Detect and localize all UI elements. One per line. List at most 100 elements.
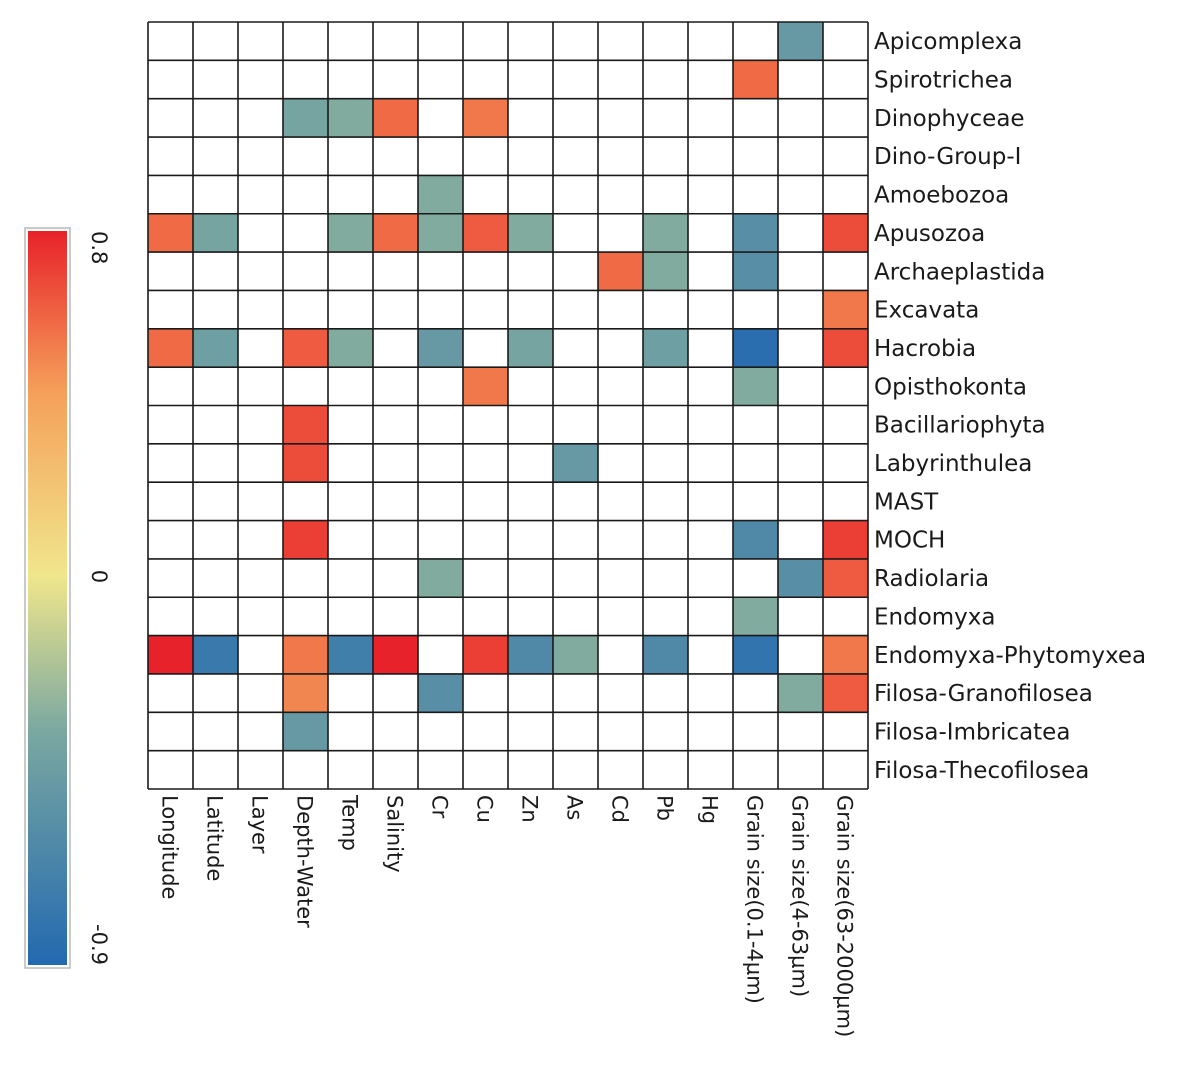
heatmap-cell bbox=[643, 98, 688, 138]
heatmap-cell bbox=[283, 558, 328, 598]
heatmap-cell bbox=[508, 750, 553, 789]
heatmap-cell bbox=[283, 367, 328, 406]
heatmap-cell bbox=[598, 22, 643, 61]
heatmap-cell bbox=[598, 213, 643, 253]
heatmap-cell bbox=[688, 597, 733, 636]
heatmap-cell bbox=[688, 252, 733, 291]
heatmap-cell bbox=[148, 98, 193, 138]
heatmap-cell bbox=[328, 597, 373, 636]
colorbar: 0.8 0 -0.9 bbox=[24, 227, 111, 969]
heatmap-cell bbox=[508, 673, 553, 713]
heatmap-cell bbox=[643, 482, 688, 521]
heatmap-cell bbox=[373, 213, 418, 253]
heatmap-cell bbox=[733, 137, 778, 176]
heatmap-cell bbox=[643, 443, 688, 483]
heatmap-cell bbox=[328, 175, 373, 214]
heatmap-cell bbox=[148, 22, 193, 61]
heatmap-cell bbox=[193, 98, 238, 138]
heatmap-cell bbox=[823, 175, 868, 214]
heatmap-cell bbox=[598, 750, 643, 789]
heatmap-cell bbox=[688, 290, 733, 329]
heatmap-cell bbox=[373, 22, 418, 61]
column-label: Layer bbox=[248, 795, 272, 854]
column-label: Grain size(4-63μm) bbox=[788, 795, 812, 997]
heatmap-cell bbox=[283, 443, 328, 483]
heatmap-cell bbox=[328, 252, 373, 291]
heatmap-cell bbox=[418, 22, 463, 61]
heatmap-cell bbox=[463, 367, 508, 406]
heatmap-cell bbox=[328, 712, 373, 751]
heatmap-cell bbox=[418, 558, 463, 598]
heatmap-cell bbox=[598, 290, 643, 329]
heatmap-cell bbox=[373, 673, 418, 713]
heatmap-cell bbox=[463, 750, 508, 789]
heatmap-cell bbox=[373, 597, 418, 636]
heatmap-cell bbox=[238, 98, 283, 138]
column-label: Grain size(0.1-4μm) bbox=[743, 795, 767, 1004]
heatmap-cell bbox=[508, 712, 553, 751]
heatmap-cell bbox=[508, 213, 553, 253]
heatmap-cell bbox=[418, 213, 463, 253]
heatmap-cell bbox=[643, 597, 688, 636]
colorbar-tick-label: 0 bbox=[87, 570, 111, 583]
heatmap-cell bbox=[148, 213, 193, 253]
heatmap-cell bbox=[823, 443, 868, 483]
heatmap-cell bbox=[418, 405, 463, 444]
heatmap-cell bbox=[823, 328, 868, 368]
heatmap-cell bbox=[553, 60, 598, 99]
heatmap-cell bbox=[148, 175, 193, 214]
heatmap-cell bbox=[463, 712, 508, 751]
heatmap-cell bbox=[778, 328, 823, 368]
heatmap-cell bbox=[463, 22, 508, 61]
heatmap-cell bbox=[508, 520, 553, 559]
row-label: Amoebozoa bbox=[874, 183, 1009, 209]
heatmap-cell bbox=[463, 213, 508, 253]
heatmap-cell bbox=[508, 635, 553, 674]
heatmap-cell bbox=[688, 482, 733, 521]
row-label: Spirotrichea bbox=[874, 68, 1013, 94]
heatmap-cell bbox=[148, 597, 193, 636]
heatmap-cell bbox=[283, 175, 328, 214]
heatmap-cell bbox=[688, 673, 733, 713]
heatmap-cell bbox=[373, 137, 418, 176]
heatmap-cell bbox=[328, 137, 373, 176]
heatmap-cell bbox=[598, 597, 643, 636]
heatmap-cell bbox=[283, 635, 328, 674]
heatmap-cell bbox=[553, 673, 598, 713]
heatmap-cell bbox=[193, 712, 238, 751]
heatmap-cell bbox=[463, 175, 508, 214]
heatmap-cell bbox=[373, 328, 418, 368]
heatmap-cell bbox=[418, 482, 463, 521]
heatmap-cell bbox=[733, 597, 778, 636]
heatmap-cell bbox=[643, 750, 688, 789]
heatmap-cell bbox=[733, 328, 778, 368]
heatmap-cell bbox=[418, 597, 463, 636]
heatmap-cell bbox=[733, 558, 778, 598]
heatmap-cell bbox=[418, 443, 463, 483]
row-label: Endomyxa-Phytomyxea bbox=[874, 643, 1146, 669]
heatmap-cell bbox=[193, 443, 238, 483]
colorbar-outline bbox=[24, 227, 71, 969]
heatmap-cell bbox=[148, 367, 193, 406]
heatmap-cell bbox=[508, 405, 553, 444]
heatmap-cell bbox=[148, 252, 193, 291]
heatmap-cell bbox=[778, 252, 823, 291]
heatmap-cell bbox=[418, 712, 463, 751]
heatmap-cell bbox=[598, 635, 643, 674]
heatmap-cell bbox=[688, 175, 733, 214]
heatmap-cell bbox=[418, 290, 463, 329]
heatmap-cell bbox=[508, 290, 553, 329]
heatmap-cell bbox=[508, 558, 553, 598]
heatmap-cell bbox=[238, 60, 283, 99]
heatmap-cell bbox=[148, 520, 193, 559]
heatmap-cell bbox=[283, 597, 328, 636]
heatmap-cell bbox=[418, 175, 463, 214]
heatmap-cell bbox=[823, 405, 868, 444]
column-label: Zn bbox=[518, 795, 542, 823]
heatmap-cell bbox=[733, 213, 778, 253]
heatmap-cell bbox=[598, 367, 643, 406]
heatmap-cell bbox=[553, 175, 598, 214]
heatmap-cell bbox=[778, 558, 823, 598]
heatmap-cell bbox=[283, 520, 328, 559]
heatmap-cell bbox=[643, 367, 688, 406]
